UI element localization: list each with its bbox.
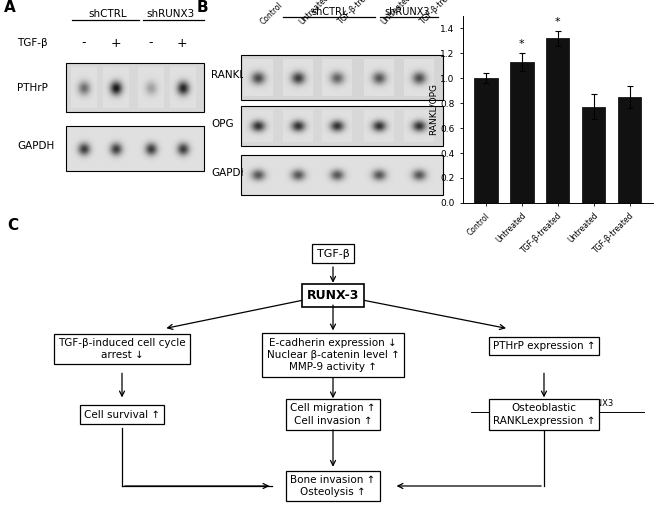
Text: E-cadherin expression ↓
Nuclear β-catenin level ↑
MMP-9 activity ↑: E-cadherin expression ↓ Nuclear β-cateni… (266, 338, 400, 373)
Text: shRUNX3: shRUNX3 (574, 399, 613, 408)
Bar (241, 55, 443, 100)
Text: Untreated: Untreated (298, 0, 331, 26)
Y-axis label: RANKL/OPG: RANKL/OPG (428, 83, 438, 135)
Bar (546, 38, 569, 203)
Bar (618, 97, 641, 203)
Text: TGF-β-treated: TGF-β-treated (418, 0, 463, 26)
Bar (241, 106, 443, 147)
Text: Cell migration ↑
Cell invasion ↑: Cell migration ↑ Cell invasion ↑ (290, 403, 376, 426)
Text: B: B (196, 1, 208, 15)
Bar (474, 78, 498, 203)
Text: shCTRL: shCTRL (89, 8, 127, 18)
Text: Osteoblastic
RANKLexpression ↑: Osteoblastic RANKLexpression ↑ (493, 403, 595, 426)
Text: TGF-β: TGF-β (316, 249, 350, 259)
Text: OPG: OPG (211, 119, 234, 129)
Text: shCTRL: shCTRL (312, 7, 348, 17)
Bar (582, 107, 605, 203)
Text: Control: Control (258, 0, 284, 26)
Text: PTHrP: PTHrP (17, 83, 48, 93)
Text: shRUNX3: shRUNX3 (384, 7, 430, 17)
Text: TGF-β: TGF-β (17, 38, 48, 48)
Text: RUNX-3: RUNX-3 (307, 289, 359, 302)
Text: shRUNX3: shRUNX3 (147, 8, 194, 18)
Text: Bone invasion ↑
Osteolysis ↑: Bone invasion ↑ Osteolysis ↑ (290, 475, 376, 497)
Text: +: + (110, 36, 121, 50)
Text: A: A (3, 1, 15, 15)
Bar (510, 62, 533, 203)
Text: Untreated: Untreated (379, 0, 413, 26)
Text: TGF-β-induced cell cycle
arrest ↓: TGF-β-induced cell cycle arrest ↓ (58, 338, 186, 360)
Text: *: * (519, 40, 525, 50)
Text: PTHrP expression ↑: PTHrP expression ↑ (493, 341, 595, 351)
Text: -: - (82, 36, 87, 50)
Text: +: + (177, 36, 188, 50)
Text: GAPDH: GAPDH (17, 141, 55, 151)
Bar (67, 126, 204, 171)
Text: RANKL: RANKL (211, 71, 246, 81)
Bar (67, 63, 204, 112)
Text: GAPDH: GAPDH (211, 168, 248, 178)
Text: Cell survival ↑: Cell survival ↑ (84, 409, 160, 419)
Text: *: * (555, 17, 561, 27)
Text: shCTRL: shCTRL (506, 399, 537, 408)
Bar (241, 154, 443, 195)
Text: -: - (149, 36, 153, 50)
Text: C: C (7, 218, 18, 233)
Text: TGF-β-treated: TGF-β-treated (337, 0, 381, 26)
